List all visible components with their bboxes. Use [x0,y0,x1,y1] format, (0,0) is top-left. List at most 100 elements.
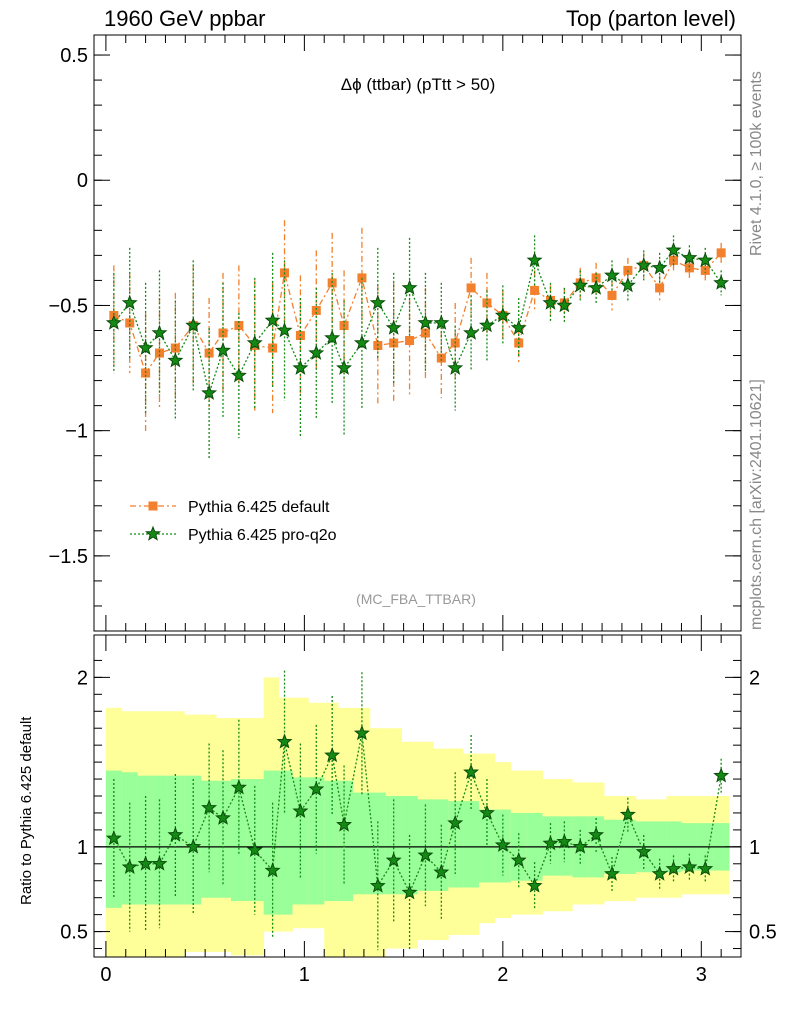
legend-entry: Pythia 6.425 default [130,499,330,516]
data-point [218,328,228,338]
data-point [556,297,573,313]
data-point [185,838,202,854]
legend-label: Pythia 6.425 pro-q2o [188,527,337,544]
data-point [604,865,620,881]
data-point [572,838,589,854]
inner-band-bin [263,770,279,915]
data-point [389,338,399,348]
data-point [268,343,278,353]
axes-frame [93,34,742,632]
data-point [635,256,652,273]
main-series-layer [105,220,730,459]
ratio-plot-frame: 2 1 0.5 2 1 0.5 0 1 2 3 [60,634,777,986]
data-point [401,884,418,900]
data-point [324,746,341,763]
y-tick-label: −1 [65,421,88,443]
data-point [447,814,464,830]
data-point [700,265,710,275]
inner-band-bin [352,792,371,895]
inner-band-bin [479,809,496,883]
side-label-rivet: Rivet 4.1.0, ≥ 100k events [748,71,765,256]
ratio-uncertainty-bands [105,677,730,957]
data-point [542,294,559,310]
data-point [336,359,353,375]
data-point [292,359,309,375]
data-point [201,799,218,815]
data-point [385,319,402,335]
y-tick-label: 1 [77,837,88,859]
data-point [447,359,464,375]
x-tick-label: 0 [100,964,111,986]
analysis-watermark: (MC_FBA_TTBAR) [356,591,476,607]
inner-band-bin [201,780,217,898]
x-tick-label: 2 [497,964,508,986]
y-tick-label: −0.5 [49,295,88,317]
inner-band-bin [278,770,293,915]
y-tick-label: −1.5 [49,546,88,568]
data-point [665,860,682,876]
legend: Pythia 6.425 default Pythia 6.425 pro-q2o [130,499,337,544]
data-point [167,352,184,368]
y-tick-label: 0.5 [60,922,88,944]
data-point [311,305,321,315]
data-point [681,858,698,874]
data-point [230,367,247,383]
data-point [385,852,402,868]
data-point [369,294,386,310]
data-point [604,267,620,283]
data-point [121,294,138,310]
header-process: Top (parton level) [566,6,736,31]
data-point [137,855,154,871]
data-point [510,319,527,335]
data-point [167,826,184,842]
side-label-mcplots: mcplots.cern.ch [arXiv:2401.10621] [748,379,765,630]
data-point [141,368,151,378]
y-tick-label: 2 [77,667,88,689]
data-point [401,279,418,295]
data-point [170,343,180,353]
series-pro-q2o [105,235,730,459]
data-point [154,348,164,358]
data-point [716,248,726,258]
series-pro-q2o [105,670,730,951]
data-point [353,334,370,350]
data-point [607,290,617,300]
series-line [113,252,722,375]
data-point [308,780,325,797]
plot-title: Δϕ (ttbar) (pTtt > 50) [341,75,496,94]
data-point [681,249,698,265]
data-point [697,860,714,876]
data-point [185,317,202,333]
inner-band-bin [557,816,573,876]
inner-band-bin [463,801,480,888]
data-point [510,852,527,868]
inner-band-bin [324,780,339,902]
y-tick-label-right: 2 [749,667,760,689]
data-point [463,324,480,340]
legend-entry: Pythia 6.425 pro-q2o [130,525,337,544]
data-point [494,307,511,323]
data-point [121,858,138,874]
x-tick-label: 3 [696,964,707,986]
ratio-y-axis-label: Ratio to Pythia 6.425 default [18,716,35,905]
data-point [635,843,652,859]
main-plot-frame: 0.5 0 −0.5 −1 −1.5 [49,34,742,632]
legend-marker [148,501,158,511]
data-point [405,336,415,346]
data-point [530,285,540,295]
data-point [417,846,434,863]
data-point [276,322,293,338]
data-point [436,353,446,363]
inner-band-bin [338,780,354,902]
inner-band-bin [216,780,232,898]
data-point [542,835,559,851]
data-point [588,279,605,295]
data-point [463,763,480,780]
data-point [327,278,337,288]
data-point [713,767,730,783]
legend-marker [145,525,161,541]
data-point [588,826,605,842]
y-tick-label-right: 0.5 [749,922,777,944]
header-beam-energy: 1960 GeV ppbar [104,6,266,31]
data-point [137,339,154,355]
